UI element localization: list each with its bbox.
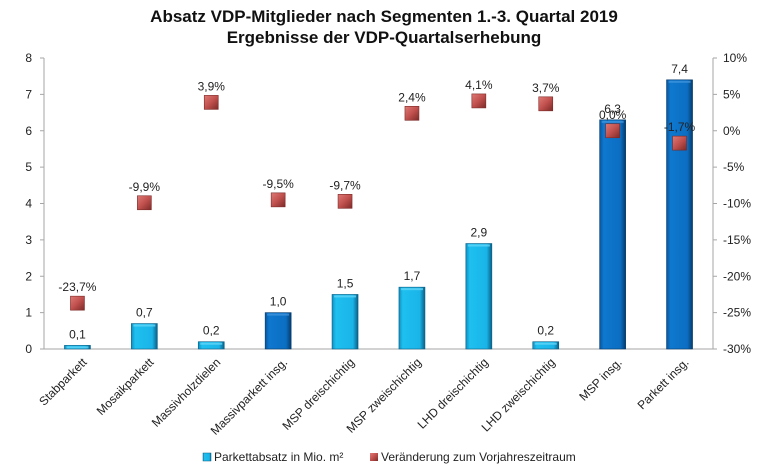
y-right-tick-label: -30% <box>723 342 751 356</box>
category-label: Mosaikparkett <box>94 355 157 418</box>
bar-3 <box>197 341 225 350</box>
category-label: Stabparkett <box>36 355 90 409</box>
y-right-tick-label: -15% <box>723 233 751 247</box>
bar-6 <box>398 286 426 350</box>
y-left-tick-label: 7 <box>25 87 32 101</box>
marker-value-label: -9,5% <box>262 177 294 191</box>
marker-3 <box>203 95 219 110</box>
bar-value-label: 0,1 <box>69 327 86 341</box>
y-left-tick-label: 3 <box>25 233 32 247</box>
marker-8 <box>538 96 554 112</box>
marker-7 <box>471 93 487 109</box>
y-right-tick-label: -25% <box>723 306 751 320</box>
y-left-tick-label: 4 <box>25 197 32 211</box>
marker-4 <box>270 192 286 208</box>
marker-5 <box>337 194 353 209</box>
bar-highlight <box>467 244 490 247</box>
marker-2 <box>137 195 152 211</box>
bar-highlight <box>601 120 624 123</box>
bar-value-label: 0,7 <box>136 306 153 320</box>
marker-value-label: -9,9% <box>129 180 161 194</box>
chart-title: Absatz VDP-Mitglieder nach Segmenten 1.-… <box>150 7 618 26</box>
bar-value-label: 1,0 <box>270 295 287 309</box>
marker-value-label: 3,9% <box>198 79 226 93</box>
bar-value-label: 1,7 <box>404 269 421 283</box>
legend-marker-label: Veränderung zum Vorjahreszeitraum <box>381 450 576 464</box>
y-left-tick-label: 8 <box>25 51 32 65</box>
bar-10 <box>666 79 693 350</box>
category-label: MSP insg. <box>576 355 624 403</box>
bar-9 <box>599 119 626 350</box>
category-label: Massivholzdielen <box>149 355 224 430</box>
marker-value-label: -9,7% <box>329 178 361 192</box>
marker-value-label: 0,0% <box>599 108 627 122</box>
category-label: MSP dreischichtig <box>280 355 358 433</box>
bar-4 <box>264 312 292 350</box>
y-left-tick-label: 2 <box>25 269 32 283</box>
marker-value-label: -1,7% <box>664 120 696 134</box>
category-label: LHD zweischichtig <box>479 355 558 434</box>
marker-value-label: 2,4% <box>398 90 426 104</box>
bar-5 <box>331 294 359 350</box>
category-label: LHD dreischichtig <box>415 355 491 431</box>
bar-8 <box>532 341 560 350</box>
y-right-tick-label: -10% <box>723 197 751 211</box>
y-left-tick-label: 1 <box>25 306 32 320</box>
category-label: MSP zweischichtig <box>344 355 424 435</box>
bar-7 <box>465 243 493 350</box>
bar-highlight <box>133 324 156 327</box>
bar-value-label: 2,9 <box>471 226 488 240</box>
bar-value-label: 1,5 <box>337 276 354 290</box>
category-label: Parkett insg. <box>635 355 692 412</box>
chart-subtitle: Ergebnisse der VDP-Quartalserhebung <box>227 28 542 47</box>
marker-1 <box>70 295 85 311</box>
y-right-tick-label: 5% <box>723 87 741 101</box>
legend: Parkettabsatz in Mio. m² Veränderung zum… <box>202 450 576 464</box>
bar-highlight <box>200 342 223 345</box>
marker-value-label: 4,1% <box>465 78 493 92</box>
marker-10 <box>672 135 687 151</box>
y-left-tick-label: 0 <box>25 342 32 356</box>
bar-highlight <box>66 346 89 349</box>
marker-6 <box>404 105 420 121</box>
y-right-tick-label: 0% <box>723 124 741 138</box>
marker-value-label: 3,7% <box>532 81 560 95</box>
bar-value-label: 6,3 <box>604 102 621 116</box>
y-right-tick-label: -5% <box>723 160 745 174</box>
bar-highlight <box>534 342 557 345</box>
legend-bar-label: Parkettabsatz in Mio. m² <box>214 450 343 464</box>
bar-value-label: 7,4 <box>671 62 688 76</box>
bar-highlight <box>334 295 357 298</box>
y-right-tick-label: 10% <box>723 51 747 65</box>
bar-2 <box>131 323 158 350</box>
marker-9 <box>605 123 620 139</box>
bar-value-label: 0,2 <box>203 324 220 338</box>
marker-value-label: -23,7% <box>58 280 96 294</box>
bar-value-label: 0,2 <box>537 324 554 338</box>
legend-marker-swatch <box>370 453 378 461</box>
y-right-tick-label: -20% <box>723 269 751 283</box>
y-left-tick-label: 6 <box>25 124 32 138</box>
bar-highlight <box>400 288 423 291</box>
y-left-tick-label: 5 <box>25 160 32 174</box>
legend-bar-swatch <box>202 452 212 462</box>
bar-highlight <box>267 313 290 316</box>
bar-highlight <box>668 80 691 83</box>
